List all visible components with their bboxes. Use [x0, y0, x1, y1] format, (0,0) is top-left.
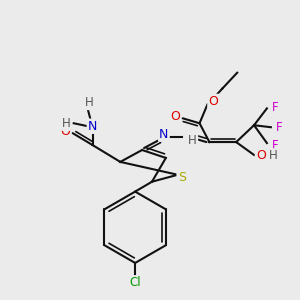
Text: N: N: [88, 120, 97, 133]
Text: O: O: [60, 125, 70, 138]
Text: H: H: [268, 149, 277, 162]
Text: S: S: [178, 171, 186, 184]
Text: O: O: [208, 95, 218, 108]
Text: O: O: [256, 149, 266, 162]
Text: H: H: [188, 134, 197, 147]
Text: O: O: [170, 110, 180, 123]
Text: H: H: [85, 96, 94, 109]
Text: Cl: Cl: [129, 276, 141, 289]
Text: H: H: [61, 117, 70, 130]
Text: F: F: [272, 139, 278, 152]
Text: F: F: [272, 101, 278, 114]
Text: N: N: [159, 128, 169, 141]
Text: F: F: [275, 121, 282, 134]
